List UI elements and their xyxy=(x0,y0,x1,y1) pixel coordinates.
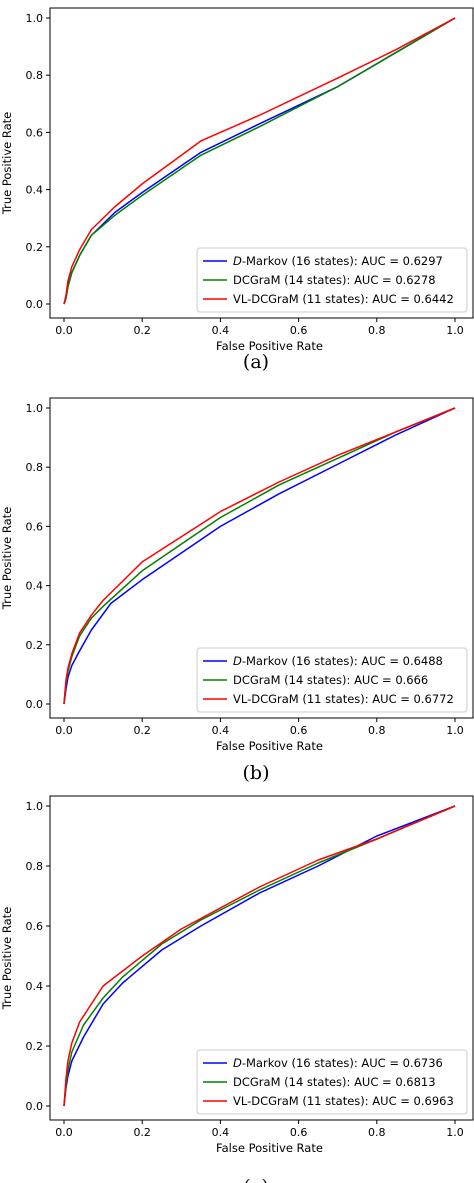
legend-entry-label: -Markov (16 states): AUC = 0.6488 xyxy=(242,654,443,668)
x-axis-label: False Positive Rate xyxy=(216,739,323,753)
x-tick-label: 0.8 xyxy=(368,724,386,737)
x-tick-label: 0.0 xyxy=(55,724,73,737)
legend-entry-italic: D xyxy=(233,1056,242,1070)
legend-entry-label: DCGraM (14 states): AUC = 0.666 xyxy=(233,673,428,687)
x-axis-label: False Positive Rate xyxy=(216,339,323,353)
legend-entry-label: DCGraM (14 states): AUC = 0.6278 xyxy=(233,273,436,287)
axes-frame xyxy=(49,795,474,1121)
x-tick-label: 0.6 xyxy=(290,324,308,337)
x-tick-label: 0.2 xyxy=(133,724,151,737)
y-tick-label: 0.4 xyxy=(26,184,44,197)
y-tick-label: 0.0 xyxy=(26,698,44,711)
legend-entry-1: DCGraM (14 states): AUC = 0.6278 xyxy=(233,273,436,287)
x-tick-label: 1.0 xyxy=(446,324,464,337)
series-line-2 xyxy=(63,407,456,705)
y-axis-label: True Positive Rate xyxy=(0,907,14,1010)
x-tick-label: 0.2 xyxy=(133,324,151,337)
legend xyxy=(196,647,468,713)
series-line-2 xyxy=(63,17,456,305)
y-axis-label: True Positive Rate xyxy=(0,112,14,215)
series-line-1 xyxy=(63,17,456,305)
y-tick-label: 0.4 xyxy=(26,980,44,993)
y-tick-label: 0.6 xyxy=(26,920,44,933)
y-tick-label: 0.6 xyxy=(26,126,44,139)
series-line-0 xyxy=(63,805,456,1107)
y-tick-label: 1.0 xyxy=(26,12,44,25)
legend-entry-2: VL-DCGraM (11 states): AUC = 0.6963 xyxy=(233,1094,454,1108)
legend-entry-0: D-Markov (16 states): AUC = 0.6736 xyxy=(233,1056,443,1070)
y-tick-label: 0.2 xyxy=(26,241,44,254)
legend xyxy=(196,247,468,313)
axes-frame xyxy=(49,7,474,319)
legend-entry-2: VL-DCGraM (11 states): AUC = 0.6772 xyxy=(233,692,454,706)
series-line-2 xyxy=(63,805,456,1107)
legend-entry-0: D-Markov (16 states): AUC = 0.6488 xyxy=(233,654,443,668)
x-tick-label: 1.0 xyxy=(446,1126,464,1139)
legend-entry-label: DCGraM (14 states): AUC = 0.6813 xyxy=(233,1075,436,1089)
legend-entry-label: VL-DCGraM (11 states): AUC = 0.6963 xyxy=(233,1094,454,1108)
x-tick-label: 0.4 xyxy=(212,324,230,337)
legend-entry-italic: D xyxy=(233,254,242,268)
legend-entry-2: VL-DCGraM (11 states): AUC = 0.6442 xyxy=(233,292,454,306)
x-tick-label: 0.6 xyxy=(290,1126,308,1139)
x-tick-label: 0.4 xyxy=(212,1126,230,1139)
y-tick-label: 0.4 xyxy=(26,580,44,593)
series-line-0 xyxy=(63,407,456,705)
axes-frame xyxy=(49,397,474,719)
y-tick-label: 0.8 xyxy=(26,461,44,474)
y-tick-label: 0.6 xyxy=(26,520,44,533)
x-tick-label: 0.6 xyxy=(290,724,308,737)
y-tick-label: 0.8 xyxy=(26,860,44,873)
y-tick-label: 1.0 xyxy=(26,402,44,415)
y-tick-label: 0.2 xyxy=(26,1040,44,1053)
legend-entry-label: VL-DCGraM (11 states): AUC = 0.6442 xyxy=(233,292,454,306)
chart-panel-0: 0.0 0.2 0.4 0.6 0.8 1.0 0.0 0.2 0.4 0.6 0.8 1.0 Fals… xyxy=(0,7,474,373)
legend-entry-italic: D xyxy=(233,654,242,668)
y-tick-label: 0.8 xyxy=(26,69,44,82)
chart-panel-2: 0.0 0.2 0.4 0.6 0.8 1.0 0.0 0.2 0.4 0.6 0.8 1.0 Fals… xyxy=(0,795,474,1183)
legend-entry-1: DCGraM (14 states): AUC = 0.666 xyxy=(233,673,428,687)
legend-entry-1: DCGraM (14 states): AUC = 0.6813 xyxy=(233,1075,436,1089)
x-tick-label: 0.0 xyxy=(55,324,73,337)
x-tick-label: 0.8 xyxy=(368,324,386,337)
panel-caption: (a) xyxy=(243,351,269,373)
x-axis-label: False Positive Rate xyxy=(216,1141,323,1155)
x-tick-label: 0.0 xyxy=(55,1126,73,1139)
panel-caption: (c) xyxy=(243,1176,268,1183)
y-axis-label: True Positive Rate xyxy=(0,507,14,610)
y-tick-label: 0.2 xyxy=(26,639,44,652)
y-tick-label: 0.0 xyxy=(26,1100,44,1113)
x-tick-label: 0.4 xyxy=(212,724,230,737)
chart-panel-1: 0.0 0.2 0.4 0.6 0.8 1.0 0.0 0.2 0.4 0.6 0.8 1.0 Fals… xyxy=(0,397,474,784)
x-tick-label: 1.0 xyxy=(446,724,464,737)
x-tick-label: 0.2 xyxy=(133,1126,151,1139)
legend-entry-label: -Markov (16 states): AUC = 0.6736 xyxy=(242,1056,443,1070)
legend-entry-0: D-Markov (16 states): AUC = 0.6297 xyxy=(233,254,443,268)
legend-entry-label: VL-DCGraM (11 states): AUC = 0.6772 xyxy=(233,692,454,706)
x-tick-label: 0.8 xyxy=(368,1126,386,1139)
legend-entry-label: -Markov (16 states): AUC = 0.6297 xyxy=(242,254,443,268)
legend xyxy=(196,1049,468,1115)
series-line-1 xyxy=(63,805,456,1107)
y-tick-label: 1.0 xyxy=(26,800,44,813)
panel-caption: (b) xyxy=(243,762,270,784)
y-tick-label: 0.0 xyxy=(26,298,44,311)
